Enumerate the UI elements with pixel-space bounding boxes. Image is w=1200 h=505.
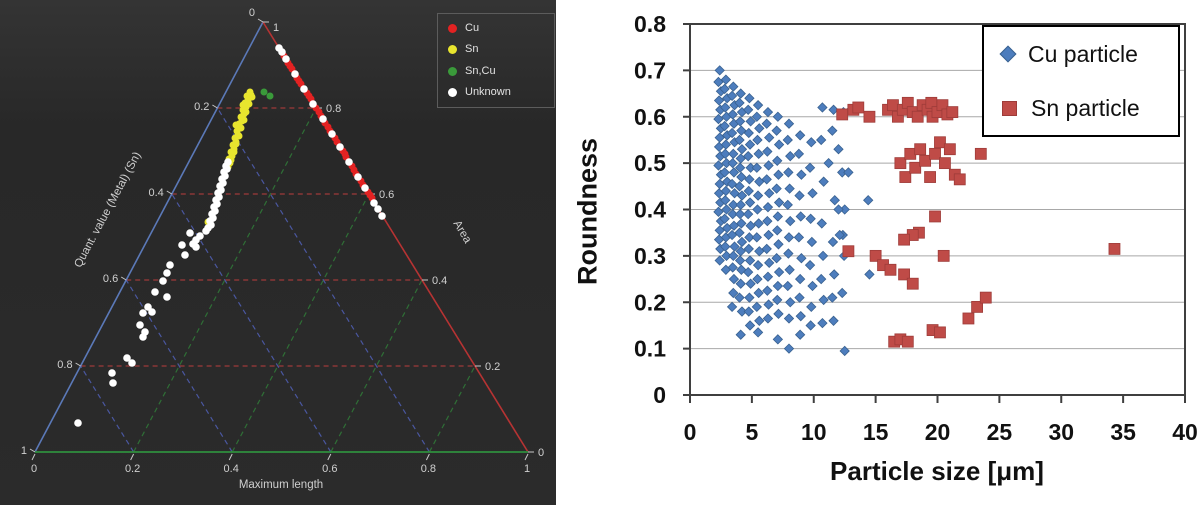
svg-text:30: 30 bbox=[1048, 419, 1074, 445]
scatter-chart-panel: 0 5 10 15 20 25 30 35 40 0 0.1 0.2 0.3 0.4 0.5 0.6 0.7 0.… bbox=[556, 0, 1200, 505]
scatter-y-axis-title: Roundness bbox=[572, 138, 603, 286]
legend-label: Unknown bbox=[465, 85, 511, 98]
svg-text:20: 20 bbox=[925, 419, 951, 445]
unknown-legend-marker-icon bbox=[448, 87, 457, 97]
sncu-legend-marker-icon bbox=[448, 66, 457, 76]
svg-text:10: 10 bbox=[801, 419, 827, 445]
svg-text:0.6: 0.6 bbox=[103, 273, 118, 285]
svg-text:1: 1 bbox=[21, 445, 27, 457]
ternary-plot-canvas: 0 0.2 0.4 0.6 0.8 1 1 0.8 0.6 0.4 0.2 0 0 0.2 0.4 0.6 0.… bbox=[21, 7, 544, 475]
svg-text:0.8: 0.8 bbox=[421, 463, 436, 475]
legend-item-cu-particle: Cu particle bbox=[999, 40, 1178, 68]
svg-text:0.8: 0.8 bbox=[57, 359, 72, 371]
svg-text:0: 0 bbox=[538, 447, 544, 459]
svg-text:25: 25 bbox=[987, 419, 1013, 445]
svg-text:0.4: 0.4 bbox=[149, 187, 164, 199]
svg-text:0.2: 0.2 bbox=[194, 101, 209, 113]
svg-text:0.7: 0.7 bbox=[634, 57, 666, 83]
svg-text:0.2: 0.2 bbox=[634, 289, 666, 315]
legend-label: Cu particle bbox=[1028, 40, 1138, 67]
svg-text:0.3: 0.3 bbox=[634, 243, 666, 269]
svg-text:0.1: 0.1 bbox=[634, 336, 666, 362]
scatter-plot-canvas: 0 5 10 15 20 25 30 35 40 0 0.1 0.2 0.3 0.4 0.5 0.6 0.7 0.… bbox=[634, 11, 1198, 445]
svg-text:35: 35 bbox=[1110, 419, 1136, 445]
scatter-legend: Cu particle Sn particle bbox=[982, 25, 1180, 137]
cu-particle-diamond-icon bbox=[999, 45, 1017, 63]
svg-text:40: 40 bbox=[1172, 419, 1198, 445]
ternary-chart-panel: 0 0.2 0.4 0.6 0.8 1 1 0.8 0.6 0.4 0.2 0 0 0.2 0.4 0.6 0.… bbox=[0, 0, 556, 505]
legend-item-unknown: Unknown bbox=[448, 85, 554, 98]
cu-legend-marker-icon bbox=[448, 24, 457, 34]
svg-text:0.4: 0.4 bbox=[432, 275, 447, 287]
legend-label: Sn bbox=[465, 43, 479, 56]
legend-item-cu: Cu bbox=[448, 23, 554, 34]
svg-text:0: 0 bbox=[249, 7, 255, 19]
legend-item-sn: Sn bbox=[448, 44, 554, 55]
svg-text:0.2: 0.2 bbox=[485, 361, 500, 373]
svg-text:1: 1 bbox=[524, 463, 530, 475]
svg-text:0.2: 0.2 bbox=[125, 463, 140, 475]
svg-text:0.6: 0.6 bbox=[634, 104, 666, 130]
svg-text:1: 1 bbox=[273, 22, 279, 34]
svg-text:5: 5 bbox=[745, 419, 758, 445]
svg-text:15: 15 bbox=[863, 419, 889, 445]
legend-item-sncu: Sn,Cu bbox=[448, 64, 554, 77]
svg-text:0: 0 bbox=[31, 463, 37, 475]
svg-text:0: 0 bbox=[684, 419, 697, 445]
svg-text:0.8: 0.8 bbox=[326, 103, 341, 115]
svg-text:0.6: 0.6 bbox=[322, 463, 337, 475]
svg-text:0.6: 0.6 bbox=[379, 189, 394, 201]
svg-text:0: 0 bbox=[653, 382, 666, 408]
legend-label: Cu bbox=[465, 22, 480, 35]
ternary-legend: Cu Sn Sn,Cu Unknown bbox=[437, 13, 555, 108]
scatter-x-axis-title: Particle size [μm] bbox=[830, 456, 1044, 486]
svg-text:0.8: 0.8 bbox=[634, 11, 666, 37]
sn-legend-marker-icon bbox=[448, 45, 457, 55]
legend-item-sn-particle: Sn particle bbox=[1002, 95, 1178, 122]
svg-text:0.4: 0.4 bbox=[224, 463, 239, 475]
legend-label: Sn,Cu bbox=[465, 64, 496, 77]
sn-particle-square-icon bbox=[1002, 100, 1017, 116]
svg-text:0.4: 0.4 bbox=[634, 197, 666, 223]
svg-text:0.5: 0.5 bbox=[634, 150, 666, 176]
legend-label: Sn particle bbox=[1031, 94, 1140, 121]
ternary-bottom-axis-title: Maximum length bbox=[238, 479, 324, 491]
